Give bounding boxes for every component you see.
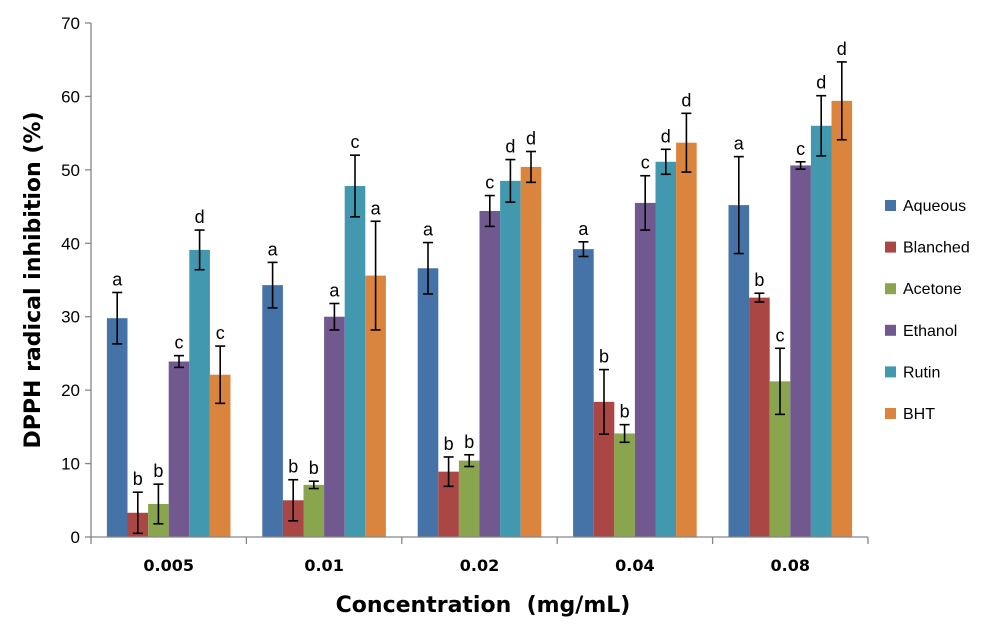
significance-letter-acetone-0.005: b <box>153 461 163 481</box>
significance-letter-ethanol-0.04: c <box>641 153 650 173</box>
bar-aqueous-0.01 <box>262 285 283 537</box>
bar-acetone-0.01 <box>303 484 325 537</box>
legend-label-bht: BHT <box>903 406 935 423</box>
legend-label-ethanol: Ethanol <box>903 323 957 340</box>
legend-label-acetone: Acetone <box>903 281 962 298</box>
legend-swatch-acetone <box>885 283 896 295</box>
significance-letter-aqueous-0.08: a <box>734 134 745 154</box>
axes-layer: 0 10 20 30 40 50 60 70 0.005 0.01 0.02 0.04 0.08 <box>61 14 869 575</box>
y-tick-label: 40 <box>61 234 80 253</box>
legend-label-rutin: Rutin <box>903 364 940 381</box>
bar-bht-0.01 <box>365 275 386 537</box>
significance-letter-acetone-0.02: b <box>464 432 474 452</box>
bar-aqueous-0.04 <box>573 249 594 537</box>
significance-letter-blanched-0.02: b <box>444 434 454 454</box>
bars-layer <box>106 100 853 538</box>
significance-letter-blanched-0.005: b <box>133 469 143 489</box>
y-tick-label: 0 <box>71 528 80 547</box>
bar-aqueous-0.005 <box>106 318 128 537</box>
significance-letter-ethanol-0.02: c <box>485 173 494 193</box>
y-tick-label: 20 <box>61 381 80 400</box>
significance-letter-blanched-0.04: b <box>599 347 609 367</box>
significance-letter-acetone-0.04: b <box>620 402 630 422</box>
significance-letter-rutin-0.005: d <box>195 207 205 227</box>
legend-swatch-blanched <box>885 241 896 253</box>
significance-letter-blanched-0.01: b <box>288 457 298 477</box>
bar-aqueous-0.02 <box>417 268 439 537</box>
bar-acetone-0.02 <box>458 460 480 537</box>
bar-bht-0.04 <box>676 142 697 537</box>
significance-letter-rutin-0.02: d <box>505 137 515 157</box>
significance-letter-aqueous-0.01: a <box>268 239 279 259</box>
bar-aqueous-0.08 <box>728 205 750 538</box>
significance-letter-bht-0.02: d <box>526 129 536 149</box>
significance-letter-ethanol-0.08: c <box>796 139 805 159</box>
x-axis-title: Concentration (mg/mL) <box>336 593 631 618</box>
x-tick-label: 0.02 <box>460 556 499 575</box>
bar-rutin-0.01 <box>344 186 366 538</box>
significance-letter-aqueous-0.04: a <box>578 219 589 239</box>
bar-rutin-0.04 <box>655 161 677 537</box>
bar-rutin-0.005 <box>189 249 210 537</box>
significance-letter-aqueous-0.02: a <box>423 220 434 240</box>
significance-letter-blanched-0.08: b <box>754 270 764 290</box>
bar-blanched-0.04 <box>593 401 615 537</box>
bar-ethanol-0.01 <box>324 316 345 537</box>
error-bars-layer <box>112 61 847 535</box>
bar-ethanol-0.08 <box>790 165 811 538</box>
significance-letter-ethanol-0.01: a <box>329 280 340 300</box>
bar-acetone-0.08 <box>769 381 791 537</box>
bar-ethanol-0.04 <box>634 202 656 537</box>
bar-acetone-0.04 <box>614 433 635 537</box>
legend-swatch-rutin <box>885 366 896 378</box>
y-axis-title: DPPH radical inhibition (%) <box>21 112 46 449</box>
bar-rutin-0.02 <box>500 180 521 537</box>
significance-letter-rutin-0.08: d <box>816 73 826 93</box>
x-tick-label: 0.01 <box>304 556 343 575</box>
x-tick-label: 0.04 <box>615 556 654 575</box>
x-tick-label: 0.08 <box>771 556 810 575</box>
bar-blanched-0.08 <box>749 297 770 537</box>
significance-letter-aqueous-0.005: a <box>112 269 123 289</box>
bar-rutin-0.08 <box>810 125 832 538</box>
legend: Aqueous Blanched Acetone Ethanol Rutin BHT <box>885 198 970 423</box>
y-tick-label: 70 <box>61 14 80 33</box>
legend-swatch-aqueous <box>885 200 896 211</box>
bar-bht-0.02 <box>520 166 542 538</box>
significance-letter-bht-0.01: a <box>371 198 382 218</box>
significance-letter-acetone-0.01: b <box>309 458 319 478</box>
significance-letter-acetone-0.08: c <box>776 325 785 345</box>
legend-swatch-ethanol <box>885 324 896 336</box>
bar-bht-0.005 <box>209 374 231 537</box>
x-tick-label: 0.005 <box>143 556 194 575</box>
significance-letter-bht-0.08: d <box>837 39 847 59</box>
significance-letter-ethanol-0.005: c <box>175 333 184 353</box>
significance-letter-bht-0.005: c <box>216 323 225 343</box>
y-tick-label: 60 <box>61 87 80 106</box>
legend-label-blanched: Blanched <box>903 240 970 257</box>
legend-swatch-bht <box>885 408 896 419</box>
bar-ethanol-0.02 <box>479 210 501 537</box>
y-tick-label: 30 <box>61 308 80 327</box>
significance-letter-rutin-0.04: d <box>661 126 671 146</box>
significance-letter-bht-0.04: d <box>681 90 691 110</box>
bar-blanched-0.02 <box>438 471 459 537</box>
bar-ethanol-0.005 <box>168 361 190 537</box>
y-tick-label: 10 <box>61 455 80 474</box>
significance-letter-rutin-0.01: c <box>351 132 360 152</box>
y-tick-label: 50 <box>61 161 80 180</box>
legend-label-aqueous: Aqueous <box>903 198 966 215</box>
bar-bht-0.08 <box>831 100 853 537</box>
